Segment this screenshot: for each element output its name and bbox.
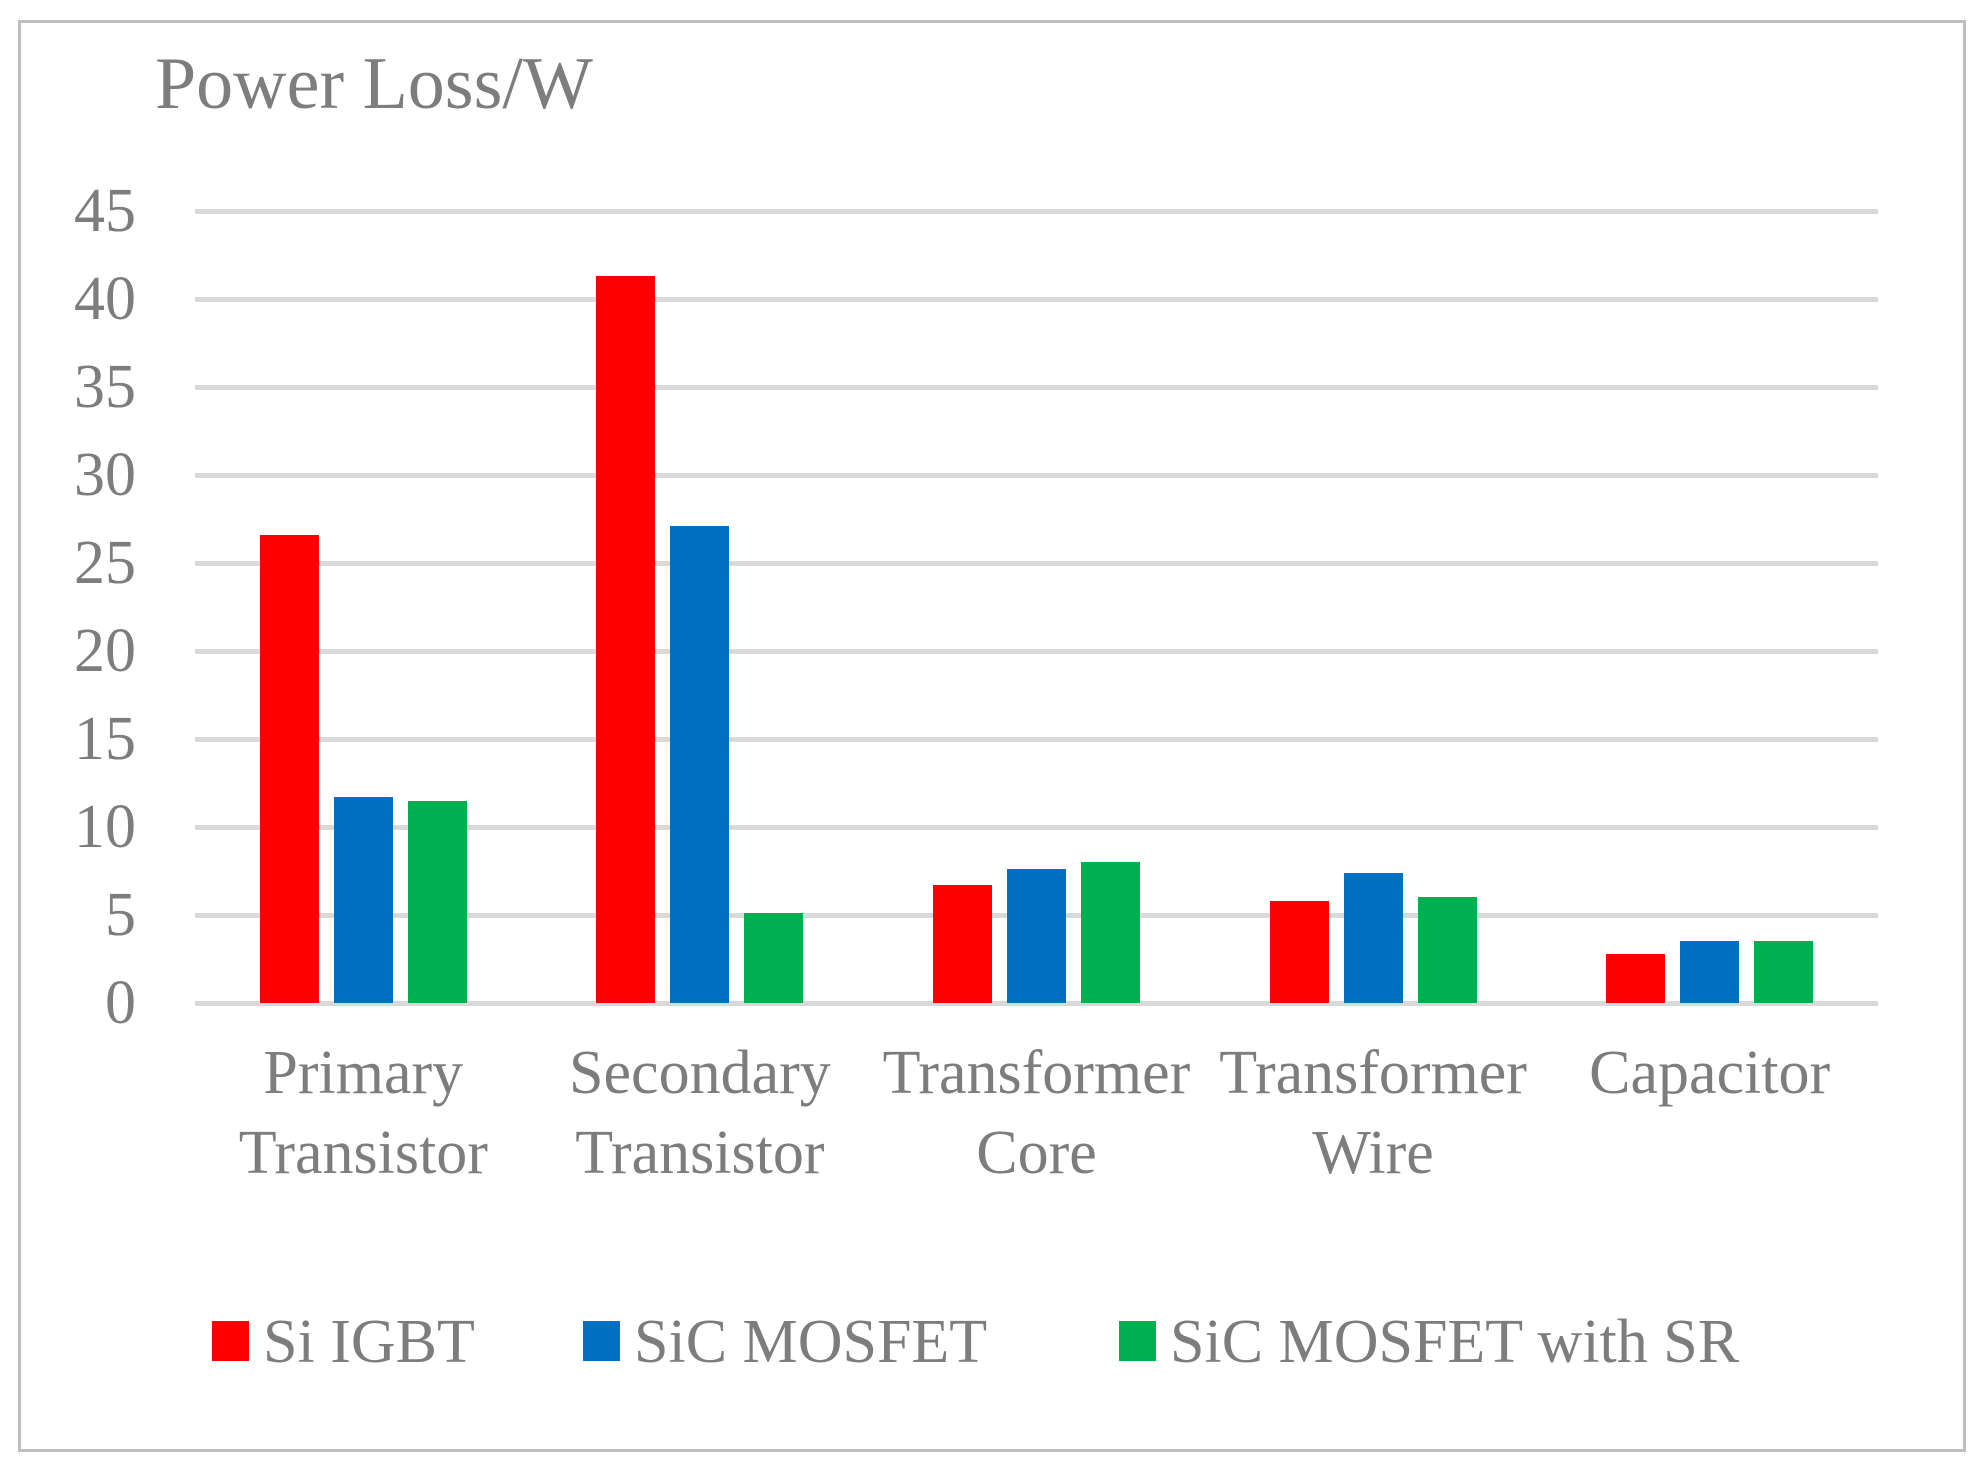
- bar-sic-mosfet-with-sr: [1417, 897, 1477, 1003]
- y-axis-tick-label: 40: [74, 265, 136, 333]
- x-axis-line: [195, 1000, 1878, 1006]
- bar-sic-mosfet-with-sr: [744, 913, 804, 1003]
- plot-area: [195, 208, 1878, 1006]
- legend-label: SiC MOSFET: [634, 1308, 988, 1376]
- bar-sic-mosfet-with-sr: [407, 800, 467, 1003]
- gridline: [195, 384, 1878, 390]
- bar-si-igbt: [1269, 900, 1329, 1003]
- x-axis-category-label: Primary Transistor: [195, 1033, 532, 1193]
- x-axis-category-label: Transformer Wire: [1205, 1033, 1542, 1193]
- bar-si-igbt: [596, 276, 656, 1003]
- y-axis-tick-label: 35: [74, 353, 136, 421]
- legend-marker-swatch: [212, 1321, 249, 1361]
- x-axis-label-line: Transformer: [1219, 1039, 1527, 1107]
- bar-sic-mosfet-with-sr: [1081, 862, 1140, 1003]
- x-axis-label-line: Capacitor: [1589, 1039, 1831, 1107]
- bar-sic-mosfet: [670, 526, 730, 1003]
- bar-sic-mosfet: [1007, 869, 1066, 1003]
- y-axis-tick-label: 20: [74, 617, 136, 685]
- legend-label: SiC MOSFET with SR: [1170, 1308, 1740, 1376]
- bar-sic-mosfet: [1343, 872, 1403, 1003]
- y-axis-tick-label: 5: [105, 881, 136, 949]
- bar-si-igbt: [1606, 953, 1666, 1003]
- y-axis-tick-label: 30: [74, 441, 136, 509]
- bar-sic-mosfet: [333, 797, 393, 1003]
- legend-marker-swatch: [583, 1321, 620, 1361]
- gridline: [195, 824, 1878, 830]
- gridline: [195, 560, 1878, 566]
- bar-si-igbt: [933, 885, 992, 1003]
- y-axis-tick-label: 10: [74, 793, 136, 861]
- chart-outer-border: [18, 20, 1966, 1452]
- x-axis-category-label: Transformer Core: [868, 1033, 1205, 1193]
- gridline: [195, 648, 1878, 654]
- gridline: [195, 208, 1878, 214]
- legend-marker-swatch: [1119, 1321, 1156, 1361]
- x-axis-label-line: Core: [976, 1119, 1097, 1187]
- bar-sic-mosfet: [1680, 941, 1740, 1003]
- x-axis-category-label: Capacitor: [1541, 1033, 1878, 1113]
- x-axis-category-label: Secondary Transistor: [532, 1033, 869, 1193]
- gridline: [195, 472, 1878, 478]
- y-axis-tick-label: 45: [74, 177, 136, 245]
- gridline: [195, 296, 1878, 302]
- x-axis-label-line: Transistor: [238, 1119, 488, 1187]
- y-axis-tick-label: 0: [105, 969, 136, 1037]
- gridline: [195, 736, 1878, 742]
- bar-sic-mosfet-with-sr: [1754, 941, 1814, 1003]
- x-axis-label-line: Transistor: [575, 1119, 825, 1187]
- y-axis-tick-label: 15: [74, 705, 136, 773]
- legend-label: Si IGBT: [263, 1308, 475, 1376]
- x-axis-label-line: Primary: [263, 1039, 464, 1107]
- x-axis-label-line: Transformer: [882, 1039, 1191, 1107]
- y-axis-tick-label: 25: [74, 529, 136, 597]
- x-axis-label-line: Wire: [1312, 1119, 1434, 1187]
- x-axis-label-line: Secondary: [569, 1039, 831, 1107]
- legend: Si IGBT SiC MOSFET SiC MOSFET with SR: [0, 1309, 1984, 1389]
- bar-si-igbt: [259, 534, 319, 1003]
- chart-title: Power Loss/W: [155, 43, 593, 125]
